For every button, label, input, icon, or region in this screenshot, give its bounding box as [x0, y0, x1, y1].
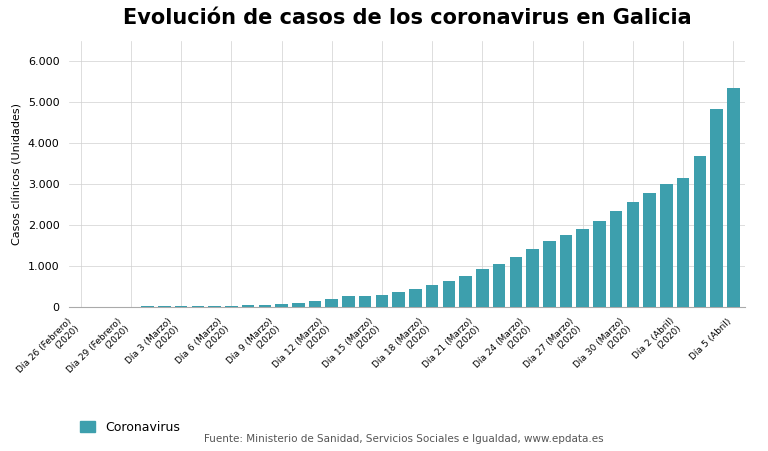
- Bar: [560, 235, 572, 307]
- Bar: [710, 109, 723, 307]
- Bar: [677, 178, 690, 307]
- Bar: [242, 305, 254, 307]
- Title: Evolución de casos de los coronavirus en Galicia: Evolución de casos de los coronavirus en…: [123, 8, 691, 28]
- Bar: [459, 276, 472, 307]
- Bar: [644, 193, 656, 307]
- Bar: [409, 290, 422, 307]
- Bar: [543, 241, 555, 307]
- Bar: [225, 306, 237, 307]
- Bar: [610, 211, 622, 307]
- Bar: [509, 257, 522, 307]
- Y-axis label: Casos clínicos (Unidades): Casos clínicos (Unidades): [12, 103, 22, 244]
- Bar: [275, 304, 288, 307]
- Bar: [392, 292, 405, 307]
- Bar: [660, 184, 673, 307]
- Bar: [192, 306, 204, 307]
- Bar: [426, 285, 439, 307]
- Bar: [376, 295, 388, 307]
- Bar: [593, 221, 606, 307]
- Bar: [326, 299, 338, 307]
- Legend: Coronavirus: Coronavirus: [75, 416, 185, 439]
- Bar: [309, 301, 321, 307]
- Bar: [208, 306, 221, 307]
- Bar: [442, 281, 455, 307]
- Bar: [493, 264, 505, 307]
- Bar: [627, 202, 639, 307]
- Bar: [343, 296, 355, 307]
- Bar: [694, 156, 706, 307]
- Text: Fuente: Ministerio de Sanidad, Servicios Sociales e Igualdad, www.epdata.es: Fuente: Ministerio de Sanidad, Servicios…: [204, 434, 604, 444]
- Bar: [292, 304, 305, 307]
- Bar: [259, 305, 271, 307]
- Bar: [359, 295, 372, 307]
- Bar: [577, 229, 589, 307]
- Bar: [727, 88, 740, 307]
- Bar: [526, 249, 539, 307]
- Bar: [476, 269, 488, 307]
